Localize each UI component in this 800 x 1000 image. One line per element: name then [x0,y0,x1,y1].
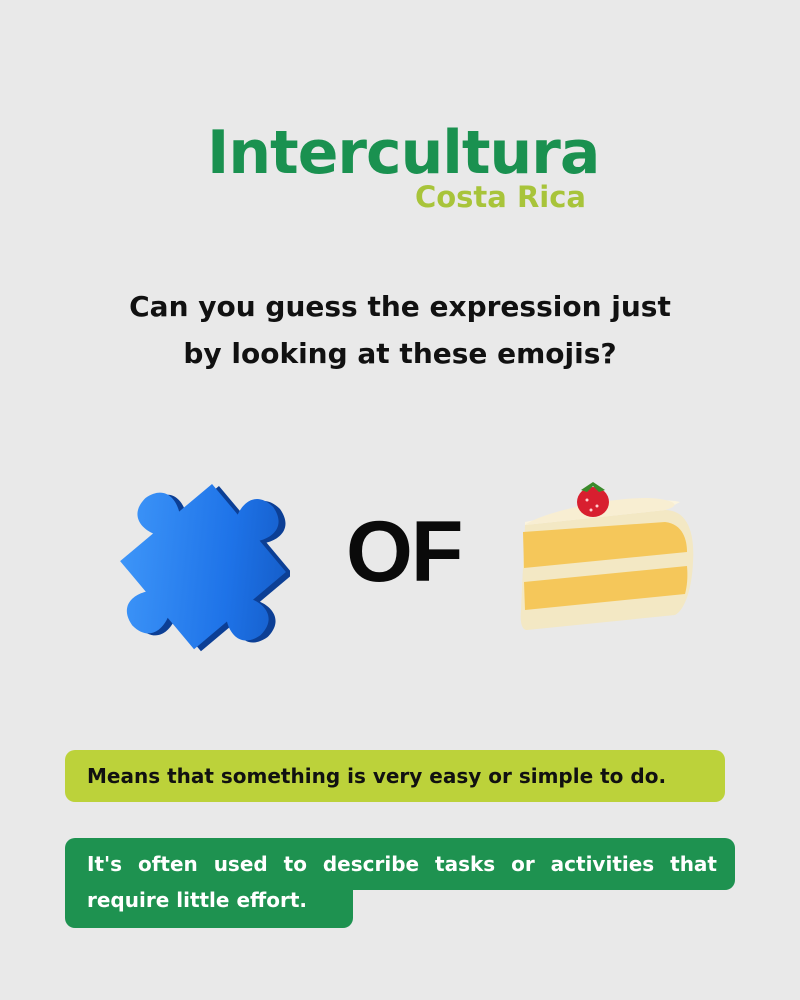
logo-subtitle: Costa Rica [414,180,586,214]
logo-title: Intercultura [207,118,600,188]
question-heading: Can you guess the expression just by loo… [100,283,700,377]
usage-text: It's often used to describe tasks or act… [87,852,717,912]
of-word: OF [346,504,463,600]
brand-logo: Intercultura Costa Rica [0,118,800,218]
question-line-2: by looking at these emojis? [183,337,617,370]
meaning-box: Means that something is very easy or sim… [65,750,725,802]
puzzle-piece-icon [120,483,290,652]
cake-slice-icon [520,482,694,630]
usage-box: It's often used to describe tasks or act… [65,838,735,928]
meaning-text: Means that something is very easy or sim… [87,764,667,788]
question-line-1: Can you guess the expression just [129,290,671,323]
